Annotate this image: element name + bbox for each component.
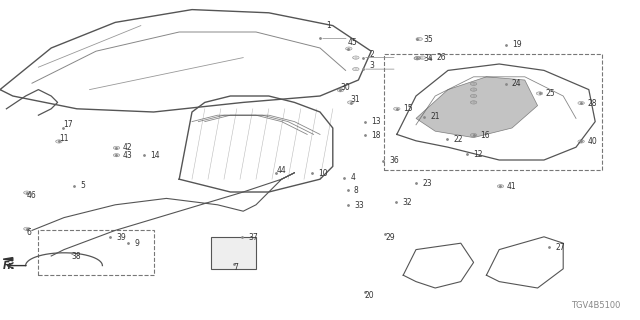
Text: 27: 27 xyxy=(556,243,565,252)
Text: 7: 7 xyxy=(234,263,239,272)
Bar xyxy=(211,237,256,269)
Text: 13: 13 xyxy=(371,117,381,126)
Text: 42: 42 xyxy=(123,143,132,152)
Text: 5: 5 xyxy=(80,181,85,190)
Text: 9: 9 xyxy=(134,239,140,248)
Text: 22: 22 xyxy=(453,135,463,144)
Text: 11: 11 xyxy=(59,134,68,143)
Text: 30: 30 xyxy=(340,83,350,92)
Text: 33: 33 xyxy=(354,201,364,210)
Text: 29: 29 xyxy=(385,233,395,242)
Text: 8: 8 xyxy=(354,186,358,195)
Text: Fr.: Fr. xyxy=(3,261,16,271)
Text: 1: 1 xyxy=(326,21,331,30)
Bar xyxy=(38,230,154,275)
Text: 36: 36 xyxy=(389,156,399,165)
Text: 24: 24 xyxy=(512,79,522,88)
Text: 6: 6 xyxy=(27,228,32,236)
Text: 19: 19 xyxy=(512,40,522,49)
Text: 35: 35 xyxy=(424,35,433,44)
Bar xyxy=(384,54,602,170)
Text: 16: 16 xyxy=(480,131,490,140)
Text: 2: 2 xyxy=(369,50,374,59)
Text: 38: 38 xyxy=(72,252,81,261)
Text: 17: 17 xyxy=(63,120,72,129)
Text: 25: 25 xyxy=(546,89,556,98)
Text: 14: 14 xyxy=(150,151,160,160)
Text: 15: 15 xyxy=(403,104,413,113)
Text: 12: 12 xyxy=(474,150,483,159)
Polygon shape xyxy=(3,258,13,261)
Text: 34: 34 xyxy=(424,54,433,63)
Text: 44: 44 xyxy=(276,166,286,175)
Text: 43: 43 xyxy=(123,151,132,160)
Text: 20: 20 xyxy=(365,291,374,300)
Text: 4: 4 xyxy=(351,173,356,182)
Text: 31: 31 xyxy=(351,95,360,104)
Text: 21: 21 xyxy=(430,112,440,121)
Text: 23: 23 xyxy=(422,179,432,188)
Text: 10: 10 xyxy=(318,169,328,178)
Text: 41: 41 xyxy=(507,182,516,191)
Text: 46: 46 xyxy=(27,191,36,200)
Text: TGV4B5100: TGV4B5100 xyxy=(572,301,621,310)
Text: 18: 18 xyxy=(371,131,381,140)
Text: 37: 37 xyxy=(248,233,258,242)
Text: 39: 39 xyxy=(116,233,126,242)
Text: 32: 32 xyxy=(402,198,412,207)
Text: 26: 26 xyxy=(436,53,446,62)
Text: 3: 3 xyxy=(369,61,374,70)
Text: 28: 28 xyxy=(588,99,597,108)
Polygon shape xyxy=(416,77,538,138)
Text: 40: 40 xyxy=(588,137,597,146)
Text: 45: 45 xyxy=(348,38,357,47)
